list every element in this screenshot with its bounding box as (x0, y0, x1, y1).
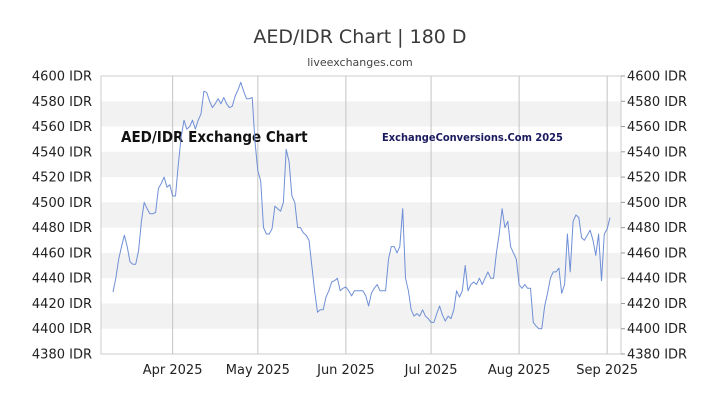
x-tick-label: Sep 2025 (576, 363, 638, 378)
series-line (112, 81, 611, 330)
x-tick-label: Jul 2025 (404, 363, 458, 378)
y-tick-label-left: 4500 IDR (32, 196, 92, 211)
annotation-exchange-chart: AED/IDR Exchange Chart (121, 128, 308, 146)
x-axis: Apr 2025 May 2025 Jun 2025 Jul 2025 Aug 2025… (143, 363, 638, 378)
y-tick-label-left: 4440 IDR (32, 272, 92, 287)
y-tick-label-right: 4480 IDR (627, 221, 687, 236)
y-tick-label-left: 4420 IDR (32, 297, 92, 312)
y-tick-label-right: 4440 IDR (627, 272, 687, 287)
y-tick-label-left: 4460 IDR (32, 246, 92, 261)
y-tick-label-right: 4520 IDR (627, 171, 687, 186)
grid-band (101, 151, 621, 178)
x-tick-label: Jun 2025 (316, 363, 375, 378)
grid-band (101, 202, 621, 228)
y-tick-label-left: 4400 IDR (32, 322, 92, 337)
y-axis-right: 4380 IDR 4400 IDR 4420 IDR 4440 IDR 4460 IDR… (621, 70, 687, 363)
x-tick-label: Apr 2025 (143, 363, 203, 378)
y-tick-label-right: 4500 IDR (627, 196, 687, 211)
y-tick-label-left: 4520 IDR (32, 171, 92, 186)
y-tick-label-right: 4580 IDR (627, 95, 687, 110)
grid-band (101, 252, 621, 279)
plot-frame (100, 75, 622, 355)
y-tick-label-right: 4420 IDR (627, 297, 687, 312)
y-axis-left: 4380 IDR 4400 IDR 4420 IDR 4440 IDR 4460 IDR… (32, 70, 92, 363)
chart-title: AED/IDR Chart | 180 D (253, 26, 467, 48)
y-tick-label-right: 4560 IDR (627, 120, 687, 135)
x-tick-label: May 2025 (226, 363, 290, 378)
y-tick-label-right: 4460 IDR (627, 246, 687, 261)
y-tick-label-left: 4480 IDR (32, 221, 92, 236)
y-tick-label-left: 4380 IDR (32, 348, 92, 363)
chart-subtitle: liveexchanges.com (307, 56, 413, 69)
grid-bands (101, 101, 621, 329)
annotation-copyright: ExchangeConversions.Com 2025 (382, 131, 563, 144)
y-tick-label-left: 4560 IDR (32, 120, 92, 135)
y-tick-label-right: 4400 IDR (627, 322, 687, 337)
y-tick-label-left: 4600 IDR (32, 70, 92, 85)
x-tick-label: Aug 2025 (488, 363, 551, 378)
y-tick-label-right: 4540 IDR (627, 145, 687, 160)
grid-band (101, 101, 621, 127)
y-tick-label-right: 4380 IDR (627, 348, 687, 363)
month-gridlines (172, 76, 608, 354)
y-tick-label-left: 4580 IDR (32, 95, 92, 110)
y-tick-label-left: 4540 IDR (32, 145, 92, 160)
y-tick-label-right: 4600 IDR (627, 70, 687, 85)
